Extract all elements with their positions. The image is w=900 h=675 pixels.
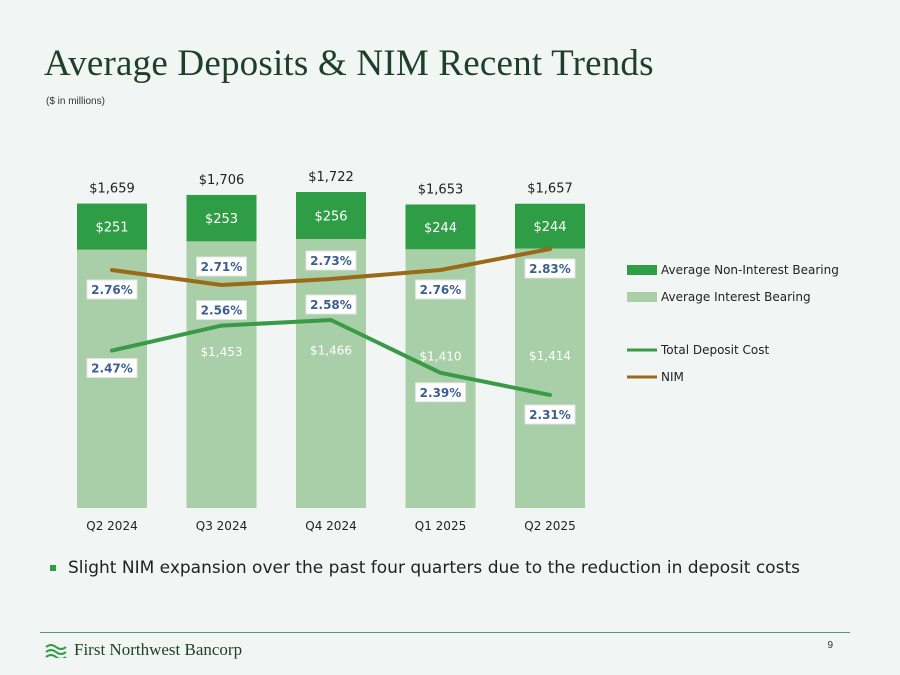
deposit-cost-data-label: 2.56% — [201, 304, 243, 318]
bar-total-label: $1,659 — [89, 182, 135, 197]
legend-label: Average Non-Interest Bearing — [661, 263, 839, 277]
bar-non-interest-bearing — [405, 204, 476, 250]
deposit-cost-label-box — [524, 404, 576, 425]
deposit-cost-data-label: 2.58% — [310, 298, 352, 312]
page-number: 9 — [827, 640, 833, 651]
nim-label-box — [524, 258, 576, 279]
legend-label: NIM — [661, 370, 684, 384]
legend-label: Average Interest Bearing — [661, 290, 811, 304]
deposit-cost-line — [110, 318, 552, 397]
interest-data-label: $1,414 — [529, 349, 571, 363]
x-tick-label: Q4 2024 — [305, 519, 356, 533]
bar-total-label: $1,657 — [527, 182, 573, 197]
company-logo: First Northwest Bancorp — [44, 640, 242, 660]
non-interest-data-label: $253 — [205, 212, 238, 227]
slide-subtitle: ($ in millions) — [46, 96, 105, 107]
slide-title: Average Deposits & NIM Recent Trends — [44, 43, 654, 84]
non-interest-data-label: $256 — [314, 209, 347, 224]
company-name: First Northwest Bancorp — [74, 640, 243, 659]
nim-label-box — [86, 279, 138, 300]
deposit-cost-data-label: 2.39% — [420, 386, 462, 400]
deposits-nim-chart: $251 $1,659 Q2 2024 $253 $1,453 $1,706 Q3 2024… — [77, 170, 839, 533]
bar-interest-bearing — [296, 238, 366, 508]
interest-data-label: $1,453 — [201, 345, 243, 359]
bullet-text: Slight NIM expansion over the past four … — [68, 558, 800, 578]
nim-label-box — [415, 279, 466, 300]
x-tick-label: Q1 2025 — [415, 519, 466, 533]
deposit-cost-data-label: 2.47% — [91, 362, 133, 376]
bullet-square-icon — [50, 565, 56, 571]
deposit-cost-label-box — [196, 300, 247, 321]
bar-total-label: $1,653 — [418, 182, 464, 197]
non-interest-data-label: $244 — [533, 220, 566, 235]
deposit-cost-label-box — [86, 358, 138, 379]
interest-data-label: $1,410 — [420, 350, 462, 364]
bar-total-label: $1,722 — [308, 170, 354, 185]
footer-divider — [40, 632, 850, 633]
x-tick-label: Q2 2024 — [86, 519, 137, 533]
x-tick-label: Q3 2024 — [196, 519, 247, 533]
deposit-cost-label-box — [415, 382, 466, 403]
legend-swatch — [627, 292, 657, 302]
bar-non-interest-bearing — [296, 192, 366, 239]
bar-non-interest-bearing — [77, 203, 147, 250]
legend-swatch — [627, 265, 657, 275]
bar-interest-bearing — [515, 248, 585, 508]
non-interest-data-label: $251 — [95, 221, 128, 236]
interest-data-label: $1,466 — [310, 344, 352, 358]
nim-line — [110, 247, 552, 287]
nim-data-label: 2.76% — [91, 283, 133, 297]
nim-label-box — [305, 250, 357, 271]
nim-label-box — [196, 256, 247, 277]
nim-data-label: 2.83% — [529, 262, 571, 276]
bullet-point: Slight NIM expansion over the past four … — [50, 558, 800, 578]
nim-data-label: 2.76% — [420, 283, 462, 297]
wave-logo-icon — [45, 644, 67, 658]
nim-data-label: 2.71% — [201, 260, 243, 274]
bar-total-label: $1,706 — [199, 173, 245, 188]
bar-non-interest-bearing — [515, 203, 585, 249]
deposit-cost-data-label: 2.31% — [529, 408, 571, 422]
bar-non-interest-bearing — [186, 194, 257, 242]
non-interest-data-label: $244 — [424, 221, 457, 236]
deposit-cost-label-box — [305, 294, 357, 315]
x-tick-label: Q2 2025 — [524, 519, 575, 533]
legend-label: Total Deposit Cost — [660, 343, 770, 357]
nim-data-label: 2.73% — [310, 254, 352, 268]
